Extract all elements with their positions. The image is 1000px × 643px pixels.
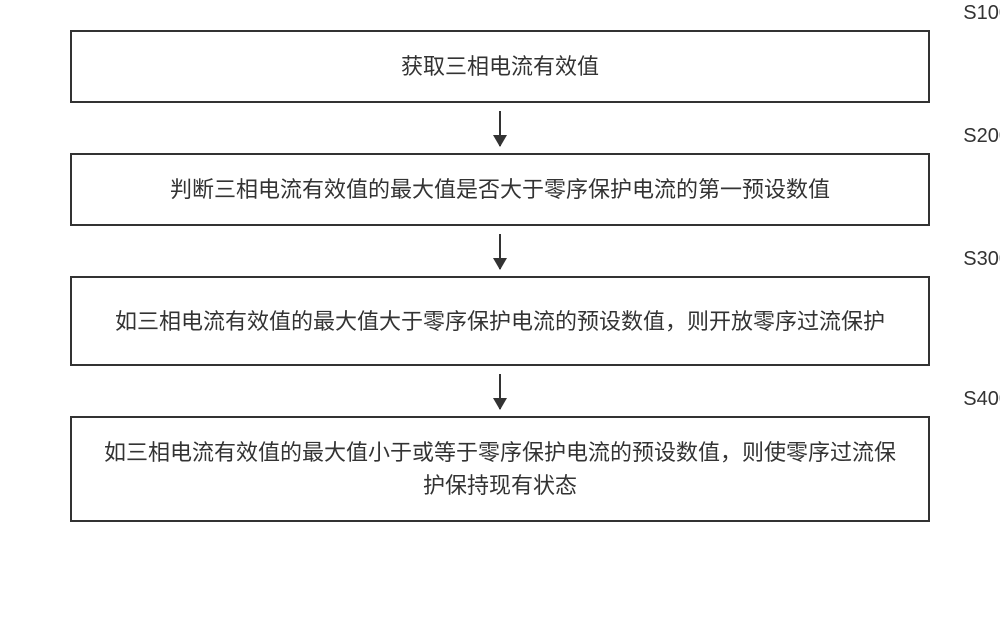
- curve-icon: [880, 276, 930, 306]
- label-connector: S400: [880, 416, 930, 446]
- arrow-icon: [499, 111, 501, 146]
- step-label: S400: [963, 388, 1000, 411]
- arrow-container: [499, 366, 501, 416]
- step-label: S100: [963, 2, 1000, 25]
- step-text: 如三相电流有效值的最大值小于或等于零序保护电流的预设数值，则使零序过流保护保持现…: [102, 436, 898, 502]
- label-connector: S200: [880, 153, 930, 183]
- curve-icon: [880, 153, 930, 183]
- curve-icon: [880, 416, 930, 446]
- step-box-s100: 获取三相电流有效值 S100: [70, 30, 930, 103]
- arrow-container: [499, 226, 501, 276]
- step-box-s300: 如三相电流有效值的最大值大于零序保护电流的预设数值，则开放零序过流保护 S300: [70, 276, 930, 366]
- arrow-icon: [499, 374, 501, 409]
- step-box-s200: 判断三相电流有效值的最大值是否大于零序保护电流的第一预设数值 S200: [70, 153, 930, 226]
- step-label: S200: [963, 125, 1000, 148]
- step-label: S300: [963, 248, 1000, 271]
- label-connector: S300: [880, 276, 930, 306]
- label-connector: S100: [880, 30, 930, 60]
- step-box-s400: 如三相电流有效值的最大值小于或等于零序保护电流的预设数值，则使零序过流保护保持现…: [70, 416, 930, 522]
- arrow-container: [499, 103, 501, 153]
- step-text: 如三相电流有效值的最大值大于零序保护电流的预设数值，则开放零序过流保护: [115, 305, 885, 338]
- step-text: 获取三相电流有效值: [401, 50, 599, 83]
- curve-icon: [880, 30, 930, 60]
- arrow-icon: [499, 234, 501, 269]
- step-text: 判断三相电流有效值的最大值是否大于零序保护电流的第一预设数值: [170, 173, 830, 206]
- flowchart-container: 获取三相电流有效值 S100 判断三相电流有效值的最大值是否大于零序保护电流的第…: [50, 30, 950, 522]
